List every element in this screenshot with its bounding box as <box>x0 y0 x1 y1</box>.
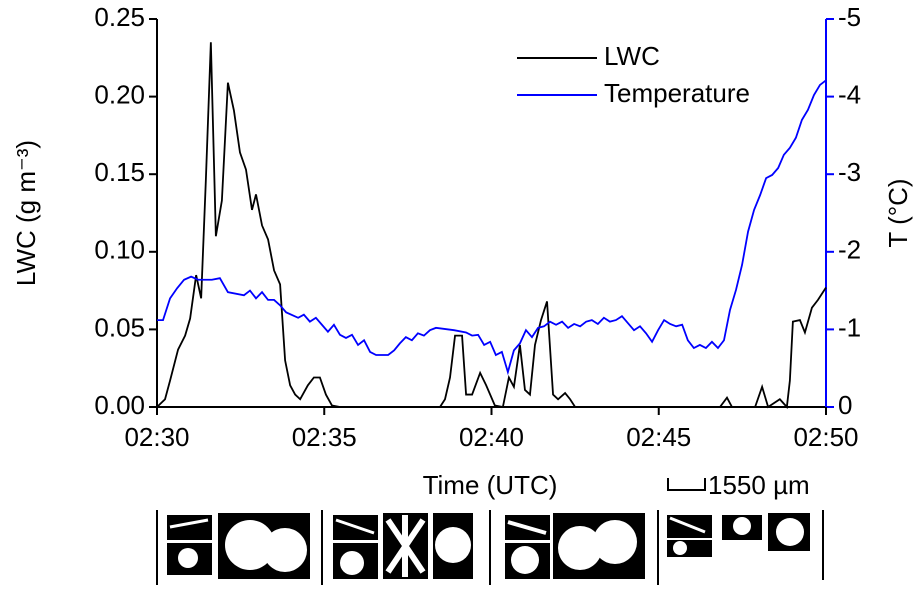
legend-label: LWC <box>604 41 660 71</box>
x-axis-label: Time (UTC) <box>423 470 558 500</box>
y-tick-label: 0.05 <box>94 312 145 342</box>
scale-bar-label: 1550 µm <box>708 470 810 500</box>
y2-axis-label: T (°C) <box>883 178 913 247</box>
x-tick-label: 02:35 <box>292 422 357 452</box>
y-tick-label: 0.10 <box>94 235 145 265</box>
x-tick-label: 02:45 <box>626 422 691 452</box>
x-tick-label: 02:40 <box>459 422 524 452</box>
y-tick-label: 0.20 <box>94 79 145 109</box>
y2-tick-label: -1 <box>838 312 861 342</box>
y2-tick-label: -4 <box>838 79 861 109</box>
y-axis-label: LWC (g m⁻³) <box>11 140 41 286</box>
y2-tick-label: -3 <box>838 157 861 187</box>
x-tick-label: 02:50 <box>793 422 858 452</box>
y-tick-label: 0.25 <box>94 2 145 32</box>
series-line <box>156 42 827 410</box>
y-tick-label: 0.00 <box>94 390 145 420</box>
legend-label: Temperature <box>604 78 750 108</box>
thumbnails <box>156 510 824 585</box>
y2-tick-label: 0 <box>838 390 852 420</box>
y2-tick-label: -2 <box>838 235 861 265</box>
series-line <box>157 79 827 376</box>
x-tick-label: 02:30 <box>124 422 189 452</box>
y-tick-label: 0.15 <box>94 157 145 187</box>
y2-tick-label: -5 <box>838 2 861 32</box>
scale-bar <box>667 478 706 491</box>
